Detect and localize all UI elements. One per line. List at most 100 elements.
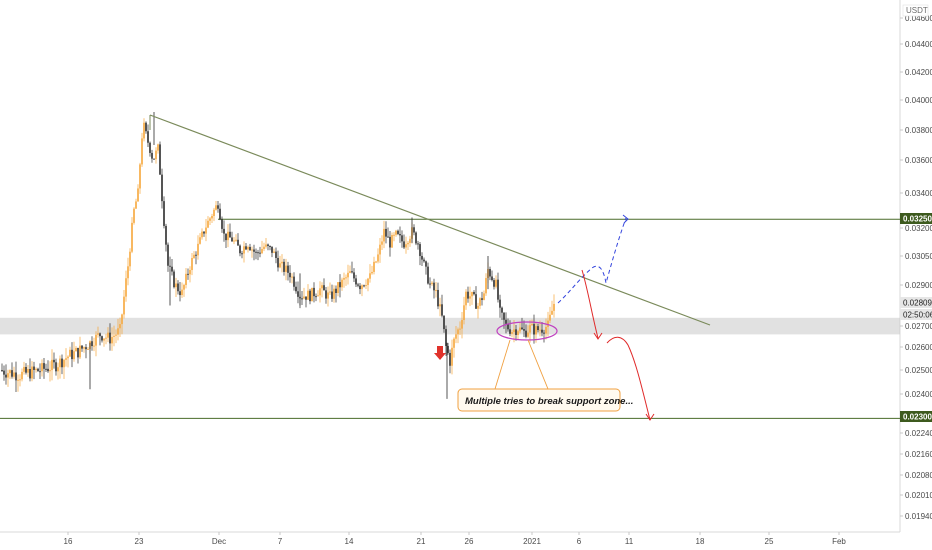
candle-body — [369, 273, 371, 279]
candle-body — [19, 379, 21, 381]
x-tick-label: 18 — [696, 537, 705, 546]
x-tick-label: Dec — [212, 537, 226, 546]
candle-body — [459, 328, 461, 330]
candle-body — [83, 347, 85, 349]
y-tick-label: 0.03050 — [905, 252, 932, 261]
candle-body — [229, 231, 231, 238]
candle-body — [179, 291, 181, 296]
x-tick-label: 21 — [417, 537, 426, 546]
candle-body — [239, 245, 241, 254]
support-test-highlight — [496, 321, 558, 341]
candle-body — [515, 329, 517, 336]
candle-body — [521, 327, 523, 330]
candle-body — [17, 379, 19, 381]
x-tick-label: 7 — [278, 537, 283, 546]
candle-body — [287, 265, 289, 273]
candle-body — [145, 122, 147, 132]
candle-body — [259, 252, 261, 254]
candle-body — [171, 266, 173, 272]
candle-body — [1, 370, 3, 371]
candle-body — [383, 228, 385, 242]
candle-body — [59, 358, 61, 368]
x-tick-label: 14 — [345, 537, 354, 546]
candle-body — [273, 251, 275, 253]
candle-body — [451, 347, 453, 366]
candle-body — [207, 220, 209, 228]
candle-body — [9, 370, 11, 374]
candle-body — [293, 276, 295, 287]
candle-body — [251, 249, 253, 251]
candle-body — [209, 218, 211, 221]
candle-body — [153, 158, 155, 160]
candle-body — [131, 222, 133, 252]
bearish-arrowhead-1 — [593, 332, 603, 340]
x-tick-label: 25 — [765, 537, 774, 546]
candle-body — [407, 242, 409, 245]
candle-body — [385, 228, 387, 237]
candle-body — [509, 329, 511, 334]
candle-body — [147, 131, 149, 143]
candle-body — [3, 370, 5, 375]
candle-body — [401, 235, 403, 242]
candle-body — [11, 370, 13, 377]
candle-body — [63, 359, 65, 368]
x-tick-label: 16 — [64, 537, 73, 546]
candle-body — [201, 231, 203, 238]
candle-body — [481, 298, 483, 300]
candle-body — [165, 225, 167, 245]
candle-body — [109, 332, 111, 344]
candle-body — [443, 315, 445, 330]
candle-body — [121, 314, 123, 325]
candle-body — [81, 345, 83, 349]
candle-body — [373, 261, 375, 272]
bullish-arrowhead — [622, 214, 629, 224]
candle-body — [527, 332, 529, 337]
currency-label: USDT — [906, 6, 928, 15]
candle-body — [483, 293, 485, 300]
countdown-badge — [900, 309, 932, 320]
candle-body — [419, 244, 421, 256]
candle-body — [397, 230, 399, 234]
candle-body — [357, 284, 359, 286]
candle-body — [441, 304, 443, 316]
candle-body — [23, 366, 25, 372]
candle-body — [53, 359, 55, 363]
candle-body — [115, 334, 117, 336]
candle-body — [503, 312, 505, 320]
candle-body — [405, 244, 407, 248]
candle-body — [205, 227, 207, 234]
y-tick-label: 0.03400 — [905, 189, 932, 198]
candle-body — [175, 283, 177, 288]
currency-box — [902, 4, 929, 17]
candle-body — [123, 296, 125, 315]
candle-body — [87, 348, 89, 350]
candle-body — [351, 271, 353, 273]
candle-body — [303, 296, 305, 299]
candle-body — [199, 237, 201, 244]
candle-body — [423, 259, 425, 262]
candle-body — [433, 282, 435, 291]
candle-body — [415, 232, 417, 244]
candle-body — [421, 255, 423, 260]
candle-body — [285, 265, 287, 272]
candle-body — [547, 320, 549, 327]
support-target-badge-label: 0.02300 — [903, 413, 932, 422]
candle-body — [279, 263, 281, 268]
candle-body — [377, 254, 379, 262]
candle-body — [461, 319, 463, 329]
y-tick-label: 0.03800 — [905, 126, 932, 135]
y-tick-label: 0.02010 — [905, 491, 932, 500]
candle-body — [265, 244, 267, 247]
candle-body — [31, 366, 33, 379]
candle-body — [223, 228, 225, 234]
candle-body — [183, 284, 185, 290]
candle-body — [69, 349, 71, 357]
candle-body — [25, 366, 27, 373]
candle-body — [371, 271, 373, 274]
candle-body — [257, 252, 259, 254]
candle-body — [225, 233, 227, 241]
x-tick-label: 11 — [625, 537, 634, 546]
candle-body — [157, 144, 159, 151]
candle-body — [189, 270, 191, 275]
